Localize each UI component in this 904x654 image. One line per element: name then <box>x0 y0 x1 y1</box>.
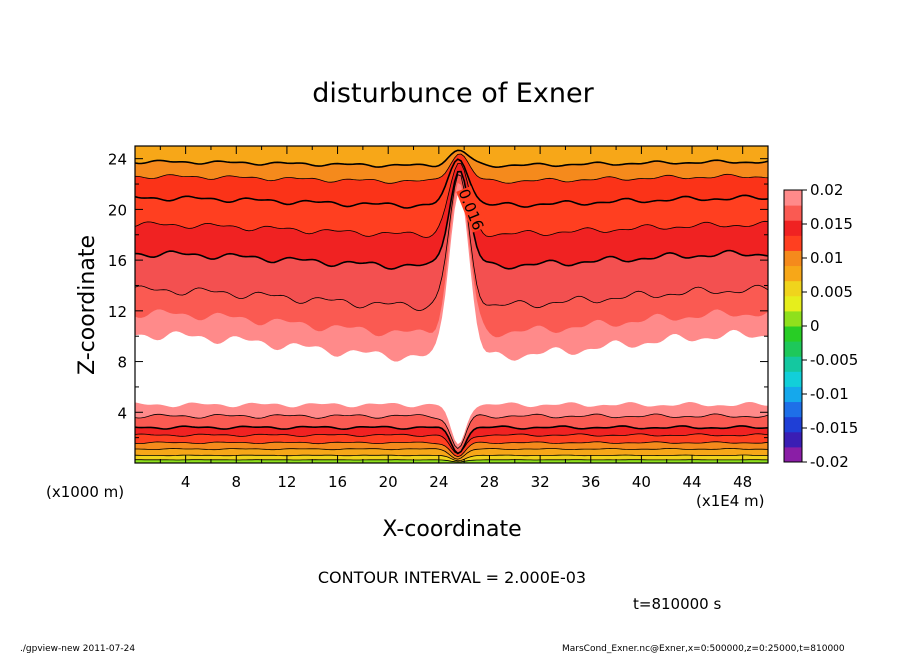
colorbar: 0.02 0.015 0.01 0.005 0 -0.005 -0.01 -0.015 -0.0… <box>783 181 858 471</box>
upper-contour-line-4 <box>134 163 769 238</box>
x-tick-label-48: 48 <box>733 473 752 491</box>
colorbar-label-0: 0.02 <box>810 181 843 199</box>
x-tick-label-4: 4 <box>181 473 191 491</box>
colorbar-swatch-10 <box>784 295 802 312</box>
x-tick-label-36: 36 <box>581 473 600 491</box>
colorbar-label-6: -0.01 <box>810 385 849 403</box>
x-tick-label-12: 12 <box>277 473 296 491</box>
colorbar-label-4: 0 <box>810 317 820 335</box>
lower-contour-line-5 <box>135 447 769 460</box>
x-axis-ticks: 4 8 12 16 20 24 28 32 36 40 44 48 <box>159 146 752 491</box>
plot-frame <box>134 145 769 464</box>
x-tick-label-44: 44 <box>682 473 701 491</box>
upper-contour-line-6 <box>134 153 769 184</box>
y-tick-label-12: 12 <box>108 303 127 321</box>
lower-contour-line-3 <box>134 433 769 455</box>
x-tick-label-28: 28 <box>480 473 499 491</box>
colorbar-swatch-5 <box>784 371 802 387</box>
upper-band-7 <box>135 146 768 168</box>
x-tick-label-40: 40 <box>632 473 651 491</box>
x-tick-label-16: 16 <box>328 473 347 491</box>
colorbar-label-3: 0.005 <box>810 283 853 301</box>
lower-contour-line-2 <box>134 425 769 455</box>
y-tick-label-24: 24 <box>108 151 127 169</box>
contour-lines <box>134 149 769 463</box>
colorbar-swatch-15 <box>784 220 802 236</box>
x-tick-label-24: 24 <box>429 473 448 491</box>
colorbar-label-7: -0.015 <box>810 419 858 437</box>
footer-right: MarsCond_Exner.nc@Exner,x=0:500000,z=0:2… <box>562 644 845 654</box>
colorbar-swatch-16 <box>784 205 802 221</box>
lower-contour-line-6 <box>134 454 768 462</box>
colorbar-swatch-13 <box>784 250 802 267</box>
upper-contour-line-5 <box>134 158 769 209</box>
x-tick-label-8: 8 <box>232 473 242 491</box>
colorbar-swatch-1 <box>784 431 802 448</box>
y-axis-ticks: 4 8 12 16 20 24 <box>108 151 768 439</box>
y-axis-label: Z-coordinate <box>75 235 100 375</box>
lower-contour-line-4 <box>134 441 769 458</box>
colorbar-swatch-17 <box>784 190 802 206</box>
colorbar-swatch-14 <box>784 235 802 251</box>
colorbar-swatch-3 <box>784 401 802 418</box>
footer-left: ./gpview-new 2011-07-24 <box>20 644 135 654</box>
colorbar-swatch-12 <box>784 265 802 282</box>
y-tick-label-16: 16 <box>108 252 127 270</box>
y-tick-label-20: 20 <box>108 201 127 219</box>
colorbar-swatch-11 <box>784 280 802 297</box>
upper-contour-region <box>135 146 768 362</box>
colorbar-label-5: -0.005 <box>810 351 858 369</box>
lower-contour-line-7 <box>135 459 769 463</box>
colorbar-swatch-6 <box>784 356 802 372</box>
y-tick-label-4: 4 <box>117 404 127 422</box>
x-unit-note: (x1E4 m) <box>696 492 765 510</box>
colorbar-label-2: 0.01 <box>810 249 843 267</box>
y-tick-label-8: 8 <box>117 354 127 372</box>
x-tick-label-32: 32 <box>531 473 550 491</box>
upper-contour-line-2 <box>134 174 769 312</box>
colorbar-swatch-0 <box>784 446 802 463</box>
time-text: t=810000 s <box>633 595 721 613</box>
colorbar-label-8: -0.02 <box>810 453 849 471</box>
chart-title: disturbunce of Exner <box>312 78 594 109</box>
colorbar-swatch-9 <box>784 310 802 327</box>
upper-contour-line-7 <box>134 149 769 169</box>
colorbar-swatch-4 <box>784 386 802 403</box>
y-unit-note: (x1000 m) <box>46 483 124 501</box>
colorbar-swatch-7 <box>784 341 802 357</box>
lower-contour-line-1 <box>134 413 769 450</box>
contour-interval-text: CONTOUR INTERVAL = 2.000E-03 <box>318 568 586 587</box>
colorbar-swatch-8 <box>784 326 802 342</box>
colorbar-swatch-2 <box>784 416 802 433</box>
colorbar-label-1: 0.015 <box>810 215 853 233</box>
x-tick-label-20: 20 <box>379 473 398 491</box>
upper-contour-line-3 <box>134 170 769 270</box>
x-axis-label: X-coordinate <box>382 517 521 542</box>
